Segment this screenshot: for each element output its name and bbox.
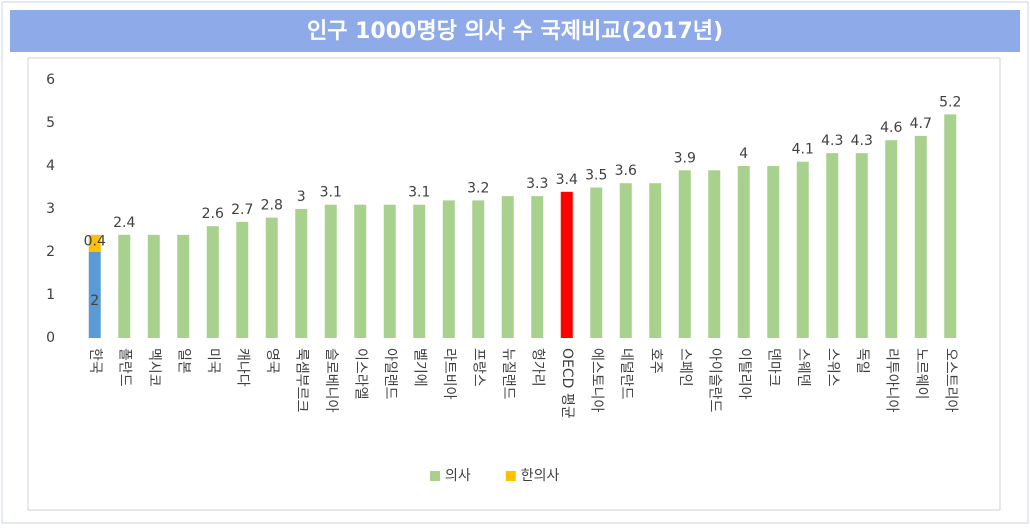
plot-frame — [27, 57, 1001, 511]
x-tick-label: 벨기에 — [411, 348, 427, 387]
bar — [649, 183, 662, 338]
y-tick-label: 0 — [46, 330, 55, 346]
data-label: 3.2 — [467, 180, 489, 196]
bar — [324, 204, 337, 338]
data-label: 3.4 — [556, 172, 578, 188]
data-label: 4 — [739, 146, 748, 162]
bar — [826, 153, 839, 338]
data-label: 5.2 — [939, 94, 961, 110]
bar — [442, 200, 455, 338]
bar — [236, 221, 249, 338]
x-tick-label: 라트비아 — [441, 348, 457, 400]
x-tick-label: 슬로베니아 — [323, 348, 339, 413]
x-tick-label: 스페인 — [677, 348, 693, 387]
data-label: 4.1 — [792, 142, 814, 158]
y-tick-label: 3 — [46, 201, 55, 217]
y-tick-label: 6 — [46, 72, 55, 88]
data-label: 2.7 — [231, 202, 253, 218]
x-tick-label: 아이슬란드 — [706, 348, 722, 413]
data-label: 4.3 — [851, 133, 873, 149]
bar — [708, 170, 721, 338]
x-tick-label: 캐나다 — [234, 348, 250, 387]
data-label: 4.7 — [910, 116, 932, 132]
bar — [383, 204, 396, 338]
x-tick-label: 호주 — [647, 348, 663, 374]
x-tick-label: 네덜란드 — [618, 348, 634, 400]
x-tick-label: 일본 — [175, 348, 191, 374]
title-banner — [10, 10, 1020, 52]
data-label: 2.6 — [202, 206, 224, 222]
bar — [590, 187, 603, 338]
data-label: 3.1 — [408, 185, 430, 201]
bar — [944, 114, 957, 339]
x-tick-label: 룩셈부르크 — [293, 348, 309, 413]
bar — [885, 140, 898, 338]
data-label: 4.3 — [821, 133, 843, 149]
y-tick-label: 5 — [46, 115, 55, 131]
legend-swatch — [430, 471, 440, 481]
x-tick-label: 한국 — [87, 348, 103, 374]
data-label: 0.4 — [84, 233, 106, 249]
bar — [531, 196, 544, 338]
bar — [796, 161, 809, 338]
x-tick-label: 아일랜드 — [382, 348, 398, 400]
y-tick-label: 2 — [46, 244, 55, 260]
data-label: 2.8 — [261, 198, 283, 214]
x-tick-label: 멕시코 — [146, 348, 162, 387]
bar — [501, 196, 514, 338]
x-tick-label: 에스토니아 — [588, 348, 604, 413]
bar — [737, 166, 750, 338]
y-tick-label: 4 — [46, 158, 55, 174]
data-label: 3.3 — [526, 176, 548, 192]
legend-swatch — [505, 471, 516, 481]
data-label: 2.4 — [113, 215, 135, 231]
data-label: 3.9 — [674, 150, 696, 166]
bar — [118, 234, 131, 338]
bar — [354, 204, 367, 338]
x-tick-label: 노르웨이 — [913, 348, 929, 400]
x-tick-label: 영국 — [264, 348, 280, 374]
bar — [472, 200, 485, 338]
bar — [914, 135, 927, 338]
y-tick-label: 1 — [46, 287, 55, 303]
x-tick-label: 프랑스 — [470, 348, 486, 387]
data-label: 3 — [297, 189, 306, 205]
data-label: 4.6 — [880, 120, 902, 136]
x-tick-label: 스웨덴 — [795, 348, 811, 387]
x-tick-label: 스위스 — [824, 348, 840, 387]
bar — [560, 191, 573, 338]
bar — [206, 226, 219, 338]
x-tick-label: 헝가리 — [529, 348, 545, 387]
x-tick-label: 리투아니아 — [883, 348, 899, 413]
bar — [619, 183, 632, 338]
x-tick-label: 이스라엘 — [352, 348, 368, 400]
x-tick-label: 미국 — [205, 348, 221, 374]
bar — [147, 234, 160, 338]
x-tick-label: 오스트리아 — [942, 348, 958, 413]
x-tick-label: 뉴질랜드 — [500, 348, 516, 400]
bar — [177, 234, 190, 338]
chart-title: 인구 1000명당 의사 수 국제비교(2017년) — [307, 19, 723, 44]
x-tick-label: 독일 — [854, 348, 870, 374]
data-label: 3.1 — [320, 185, 342, 201]
bar — [265, 217, 278, 338]
legend-label: 의사 — [445, 468, 471, 484]
data-label: 3.6 — [615, 163, 637, 179]
bar — [413, 204, 426, 338]
bar — [678, 170, 691, 338]
x-tick-label: 이탈리아 — [736, 348, 752, 400]
bar — [88, 252, 101, 338]
bar — [767, 166, 780, 338]
data-label: 2 — [90, 293, 99, 309]
bar — [88, 234, 101, 252]
x-tick-label: 폴란드 — [116, 348, 132, 387]
bar — [855, 153, 868, 338]
legend-label: 한의사 — [521, 468, 560, 484]
bar — [295, 209, 308, 338]
data-label: 3.5 — [585, 168, 607, 184]
x-tick-label: 덴마크 — [765, 348, 781, 387]
x-tick-label: OECD 평균 — [559, 348, 575, 419]
